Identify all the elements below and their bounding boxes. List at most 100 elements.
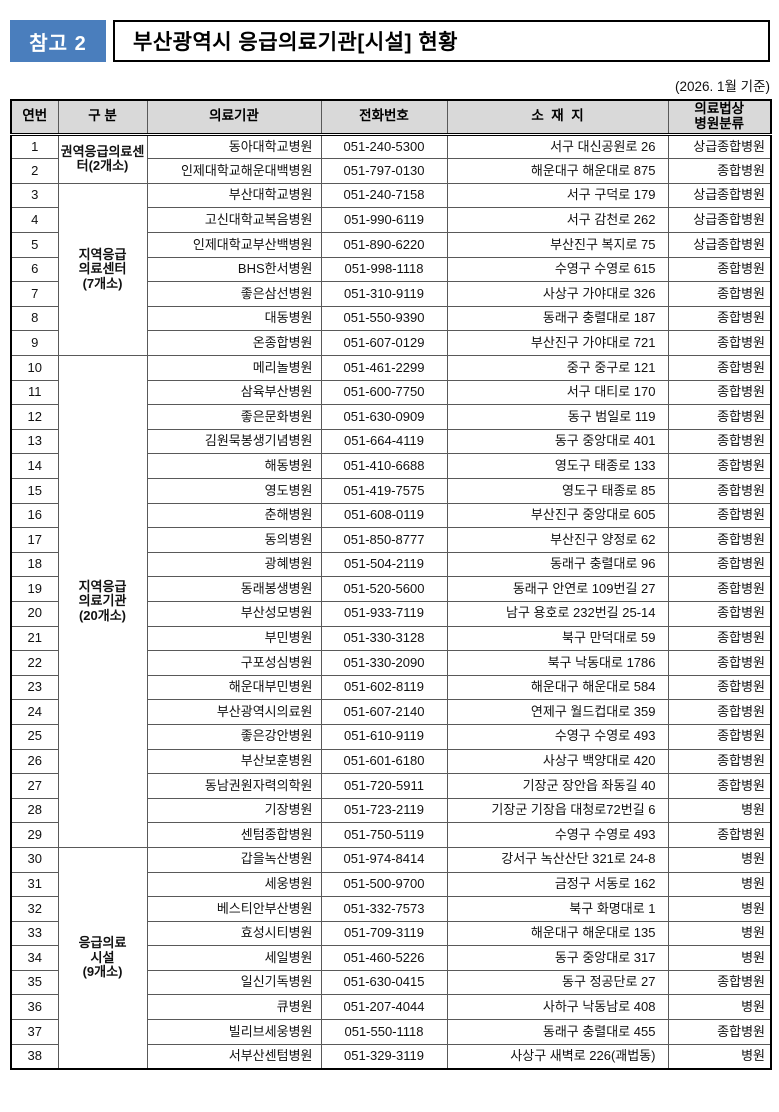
hospital-class-cell: 종합병원 xyxy=(667,576,772,602)
phone-number-cell: 051-550-9390 xyxy=(320,305,448,332)
hospital-class-cell: 병원 xyxy=(667,797,772,824)
phone-number-cell: 051-329-3119 xyxy=(320,1043,448,1070)
hospital-class-cell: 병원 xyxy=(667,871,772,898)
phone-number-cell: 051-610-9119 xyxy=(320,723,448,750)
header-institution: 의료기관 xyxy=(146,99,322,136)
address-cell: 기장군 기장읍 대청로72번길 6 xyxy=(446,797,669,824)
header-phone: 전화번호 xyxy=(320,99,448,136)
address-cell: 동래구 충렬대로 455 xyxy=(446,1019,669,1045)
table-row: 3 지역응급 의료센터 (7개소) 부산대학교병원 051-240-7158 서구 구덕… xyxy=(10,182,772,357)
phone-number-cell: 051-998-1118 xyxy=(320,256,448,283)
hospital-class-cell: 종합병원 xyxy=(667,478,772,504)
phone-number-cell: 051-240-5300 xyxy=(320,133,448,160)
hospital-name-cell: 영도병원 xyxy=(146,478,322,504)
table-row: 36 큐병원 051-207-4044 사하구 낙동남로 408 병원 xyxy=(10,994,772,1021)
category-group-cell: 지역응급 의료기관 (20개소) xyxy=(57,355,148,848)
hospital-class-cell: 종합병원 xyxy=(667,355,772,381)
hospital-name-cell: 센텀종합병원 xyxy=(146,822,322,848)
row-number-cell: 19 xyxy=(10,576,59,602)
table-row: 17 동의병원 051-850-8777 부산진구 양정로 62 종합병원 xyxy=(10,527,772,553)
hospital-name-cell: 베스티안부산병원 xyxy=(146,896,322,922)
hospital-class-cell: 상급종합병원 xyxy=(667,133,772,160)
hospital-class-cell: 병원 xyxy=(667,846,772,873)
phone-number-cell: 051-630-0415 xyxy=(320,969,448,996)
hospital-class-cell: 종합병원 xyxy=(667,453,772,479)
hospital-class-cell: 종합병원 xyxy=(667,1019,772,1045)
hospital-class-cell: 병원 xyxy=(667,994,772,1021)
hospital-class-cell: 병원 xyxy=(667,945,772,971)
address-cell: 중구 중구로 121 xyxy=(446,355,669,381)
hospital-class-cell: 병원 xyxy=(667,896,772,922)
table-row: 20 부산성모병원 051-933-7119 남구 용호로 232번길 25-14 종합… xyxy=(10,600,772,627)
address-cell: 기장군 장안읍 좌동길 40 xyxy=(446,773,669,799)
table-row: 25 좋은강안병원 051-610-9119 수영구 수영로 493 종합병원 xyxy=(10,723,772,750)
row-number-cell: 35 xyxy=(10,969,59,996)
date-note: (2026. 1월 기준) xyxy=(674,79,770,94)
row-number-cell: 15 xyxy=(10,478,59,504)
address-cell: 동구 중앙대로 401 xyxy=(446,428,669,455)
phone-number-cell: 051-797-0130 xyxy=(320,158,448,184)
header-row-number: 연번 xyxy=(10,99,59,136)
hospital-class-cell: 상급종합병원 xyxy=(667,232,772,258)
row-number-cell: 31 xyxy=(10,871,59,898)
row-number-cell: 10 xyxy=(10,355,59,381)
hospital-class-cell: 종합병원 xyxy=(667,158,772,184)
row-number-cell: 34 xyxy=(10,945,59,971)
phone-number-cell: 051-520-5600 xyxy=(320,576,448,602)
row-number-cell: 13 xyxy=(10,428,59,455)
address-cell: 서구 대신공원로 26 xyxy=(446,133,669,160)
hospital-class-cell: 종합병원 xyxy=(667,822,772,848)
hospital-class-cell: 종합병원 xyxy=(667,748,772,775)
hospital-class-cell: 병원 xyxy=(667,920,772,947)
row-number-cell: 26 xyxy=(10,748,59,775)
hospital-name-cell: 삼육부산병원 xyxy=(146,379,322,406)
header-hospital-class: 의료법상 병원분류 xyxy=(667,99,772,136)
hospital-name-cell: 부민병원 xyxy=(146,625,322,652)
phone-number-cell: 051-504-2119 xyxy=(320,551,448,578)
row-number-cell: 9 xyxy=(10,330,59,357)
hospital-class-cell: 종합병원 xyxy=(667,305,772,332)
hospital-name-cell: 광혜병원 xyxy=(146,551,322,578)
address-cell: 사하구 낙동남로 408 xyxy=(446,994,669,1021)
table-row: 7 좋은삼선병원 051-310-9119 사상구 가야대로 326 종합병원 xyxy=(10,281,772,307)
address-cell: 해운대구 해운대로 875 xyxy=(446,158,669,184)
row-number-cell: 7 xyxy=(10,281,59,307)
table-row: 34 세일병원 051-460-5226 동구 중앙대로 317 병원 xyxy=(10,945,772,971)
phone-number-cell: 051-332-7573 xyxy=(320,896,448,922)
row-number-cell: 8 xyxy=(10,305,59,332)
hospital-name-cell: BHS한서병원 xyxy=(146,256,322,283)
phone-number-cell: 051-601-6180 xyxy=(320,748,448,775)
hospital-name-cell: 갑을녹산병원 xyxy=(146,846,322,873)
category-group-cell: 지역응급 의료센터 (7개소) xyxy=(57,182,148,357)
hospital-name-cell: 부산보훈병원 xyxy=(146,748,322,775)
hospital-name-cell: 동아대학교병원 xyxy=(146,133,322,160)
row-number-cell: 17 xyxy=(10,527,59,553)
row-number-cell: 33 xyxy=(10,920,59,947)
hospital-name-cell: 온종합병원 xyxy=(146,330,322,357)
hospital-name-cell: 좋은강안병원 xyxy=(146,723,322,750)
row-number-cell: 14 xyxy=(10,453,59,479)
hospital-name-cell: 김원묵봉생기념병원 xyxy=(146,428,322,455)
row-number-cell: 32 xyxy=(10,896,59,922)
address-cell: 사상구 가야대로 326 xyxy=(446,281,669,307)
address-cell: 서구 감천로 262 xyxy=(446,207,669,234)
address-cell: 부산진구 중앙대로 605 xyxy=(446,502,669,529)
emergency-medical-institutions-table: 연번 구 분 의료기관 전화번호 소 재 지 의료법상 병원분류 1 권역응급의료… xyxy=(10,99,772,1070)
row-number-cell: 5 xyxy=(10,232,59,258)
row-number-cell: 22 xyxy=(10,650,59,676)
phone-number-cell: 051-608-0119 xyxy=(320,502,448,529)
hospital-class-cell: 병원 xyxy=(667,1043,772,1070)
hospital-name-cell: 서부산센텀병원 xyxy=(146,1043,322,1070)
phone-number-cell: 051-607-0129 xyxy=(320,330,448,357)
hospital-class-cell: 상급종합병원 xyxy=(667,182,772,209)
hospital-class-cell: 종합병원 xyxy=(667,404,772,430)
page-title: 부산광역시 응급의료기관[시설] 현황 xyxy=(113,20,770,62)
hospital-class-cell: 종합병원 xyxy=(667,527,772,553)
table-row: 5 인제대학교부산백병원 051-890-6220 부산진구 복지로 75 상급종합병원 xyxy=(10,232,772,258)
phone-number-cell: 051-207-4044 xyxy=(320,994,448,1021)
phone-number-cell: 051-500-9700 xyxy=(320,871,448,898)
hospital-name-cell: 일신기독병원 xyxy=(146,969,322,996)
table-row: 4 고신대학교복음병원 051-990-6119 서구 감천로 262 상급종합병원 xyxy=(10,207,772,234)
phone-number-cell: 051-630-0909 xyxy=(320,404,448,430)
address-cell: 강서구 녹산산단 321로 24-8 xyxy=(446,846,669,873)
